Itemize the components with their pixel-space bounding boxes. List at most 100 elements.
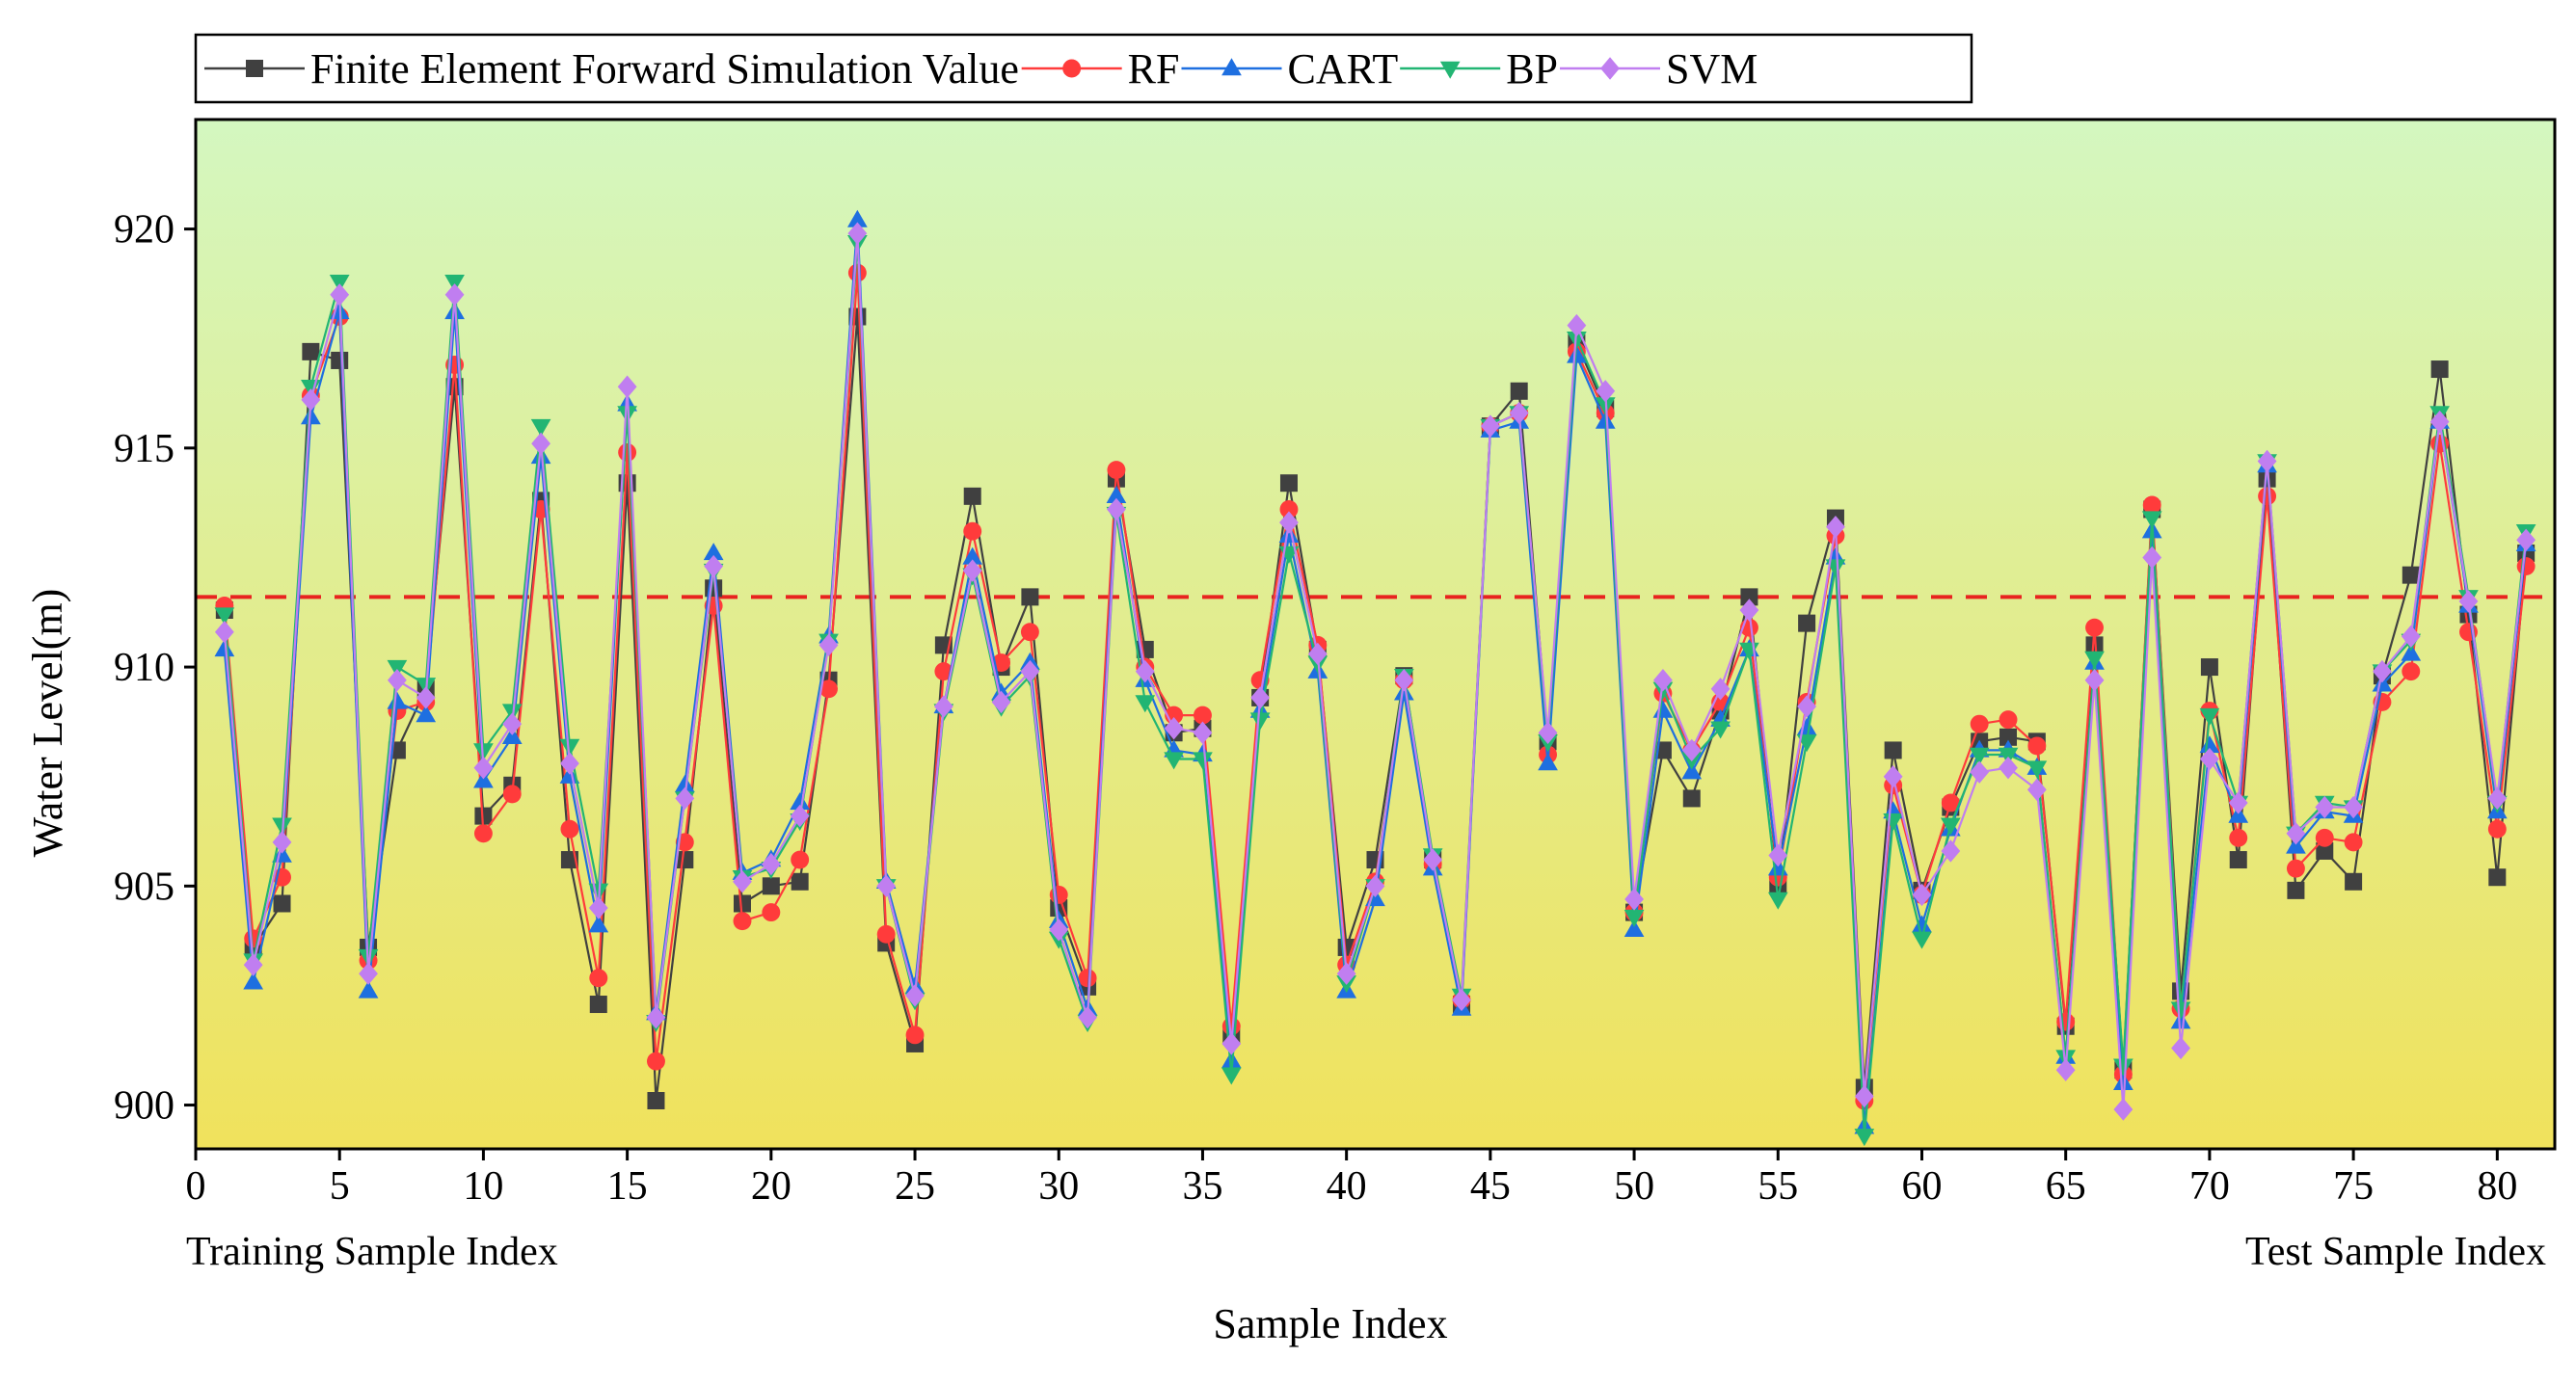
data-point-bp xyxy=(1854,1129,1875,1147)
data-point-bp xyxy=(559,738,580,757)
data-point-svm xyxy=(818,633,839,657)
data-point-svm xyxy=(1941,839,1961,863)
data-point-svm xyxy=(2315,795,2335,819)
y-axis-label: Water Level(m) xyxy=(24,589,71,858)
data-point-cart xyxy=(2170,1011,2191,1029)
data-point-svm xyxy=(243,953,263,976)
data-point-bp xyxy=(214,607,235,626)
data-point-svm xyxy=(1193,721,1213,744)
data-point-bp xyxy=(2141,511,2162,529)
data-point-svm xyxy=(2200,747,2219,771)
data-point-cart xyxy=(1567,345,1587,363)
data-point-cart xyxy=(962,546,983,565)
data-point-svm xyxy=(962,559,982,582)
data-point-rf xyxy=(876,924,896,944)
legend-marker-svm xyxy=(1600,57,1620,80)
data-point-svm xyxy=(2344,795,2364,819)
x-tick-label: 40 xyxy=(1327,1164,1367,1209)
data-point-svm xyxy=(1365,874,1385,898)
data-point-cart xyxy=(214,639,235,657)
y-tick-label: 910 xyxy=(114,646,174,690)
y-tick-label: 920 xyxy=(114,208,174,253)
data-point-svm xyxy=(1164,717,1184,740)
data-point-svm xyxy=(1452,988,1471,1012)
data-point-bp xyxy=(2113,1058,2133,1077)
x-tick-label: 5 xyxy=(330,1164,350,1209)
data-point-rf xyxy=(1970,714,1989,733)
data-point-cart xyxy=(501,727,523,744)
data-point-finite-element-forward-simulation-value xyxy=(1740,588,1758,606)
data-point-bp xyxy=(1710,721,1731,739)
data-point-svm xyxy=(1078,1005,1097,1029)
data-point-svm xyxy=(2026,778,2047,802)
data-point-finite-element-forward-simulation-value xyxy=(1510,382,1528,400)
data-point-rf xyxy=(905,1025,925,1045)
data-point-svm xyxy=(588,896,608,919)
data-point-bp xyxy=(1193,752,1213,770)
data-point-svm xyxy=(2142,546,2162,570)
data-point-svm xyxy=(2228,791,2248,814)
data-point-svm xyxy=(2055,1058,2076,1081)
data-point-svm xyxy=(2401,625,2421,648)
data-point-finite-element-forward-simulation-value xyxy=(589,996,607,1014)
test-sample-annotation: Test Sample Index xyxy=(2245,1230,2546,1274)
data-point-cart xyxy=(790,792,811,811)
data-point-finite-element-forward-simulation-value xyxy=(2488,868,2507,887)
plot-background xyxy=(196,120,2555,1149)
data-point-bp xyxy=(1998,747,2019,765)
data-point-svm xyxy=(790,804,810,828)
data-point-rf xyxy=(502,785,522,804)
data-point-rf xyxy=(2229,828,2248,847)
data-point-bp xyxy=(1135,695,1156,713)
data-point-bp xyxy=(2199,707,2220,726)
data-point-rf xyxy=(618,442,637,462)
data-point-rf xyxy=(1020,623,1039,642)
data-point-svm xyxy=(359,962,378,985)
data-point-cart xyxy=(272,844,292,863)
data-point-finite-element-forward-simulation-value xyxy=(2287,881,2305,899)
x-tick-label: 35 xyxy=(1182,1164,1222,1209)
data-point-svm xyxy=(1221,1032,1242,1055)
data-point-svm xyxy=(1423,848,1443,871)
data-point-bp xyxy=(1164,752,1184,770)
x-tick-label: 55 xyxy=(1758,1164,1798,1209)
data-point-svm xyxy=(1049,919,1069,942)
data-point-finite-element-forward-simulation-value xyxy=(647,1092,665,1110)
data-point-cart xyxy=(2372,674,2393,692)
data-point-svm xyxy=(1854,1084,1874,1108)
data-point-svm xyxy=(1912,883,1932,907)
data-point-bp xyxy=(1249,712,1271,731)
x-axis-label: Sample Index xyxy=(1213,1300,1447,1347)
data-point-svm xyxy=(301,388,321,412)
data-point-cart xyxy=(588,915,609,933)
data-point-bp xyxy=(1883,812,1903,831)
legend-label-cart: CART xyxy=(1287,45,1398,93)
data-point-bp xyxy=(387,659,408,678)
series-svm xyxy=(214,222,2536,1121)
data-point-svm xyxy=(2257,449,2277,473)
data-point-svm xyxy=(1710,678,1731,701)
data-point-svm xyxy=(1135,659,1155,683)
data-point-cart xyxy=(2228,805,2249,823)
data-point-cart xyxy=(1912,915,1932,933)
training-sample-annotation: Training Sample Index xyxy=(186,1230,558,1274)
data-point-bp xyxy=(1221,1067,1242,1085)
x-tick-label: 65 xyxy=(2046,1164,2086,1209)
series-layer xyxy=(214,209,2536,1147)
data-point-finite-element-forward-simulation-value xyxy=(762,877,780,895)
data-point-svm xyxy=(847,222,868,245)
data-point-finite-element-forward-simulation-value xyxy=(733,894,751,913)
data-point-finite-element-forward-simulation-value xyxy=(273,894,291,913)
data-point-finite-element-forward-simulation-value xyxy=(791,872,809,891)
data-point-svm xyxy=(1797,695,1817,718)
data-point-cart xyxy=(703,543,724,561)
data-point-svm xyxy=(330,283,350,306)
data-point-finite-element-forward-simulation-value xyxy=(2345,872,2363,891)
x-tick-label: 10 xyxy=(463,1164,503,1209)
data-point-svm xyxy=(1279,511,1299,534)
data-point-bp xyxy=(1940,817,1961,836)
legend-item-bp: BP xyxy=(1400,45,1558,93)
data-point-svm xyxy=(2171,1036,2190,1060)
data-point-rf xyxy=(560,819,579,839)
data-point-finite-element-forward-simulation-value xyxy=(1884,741,1902,759)
